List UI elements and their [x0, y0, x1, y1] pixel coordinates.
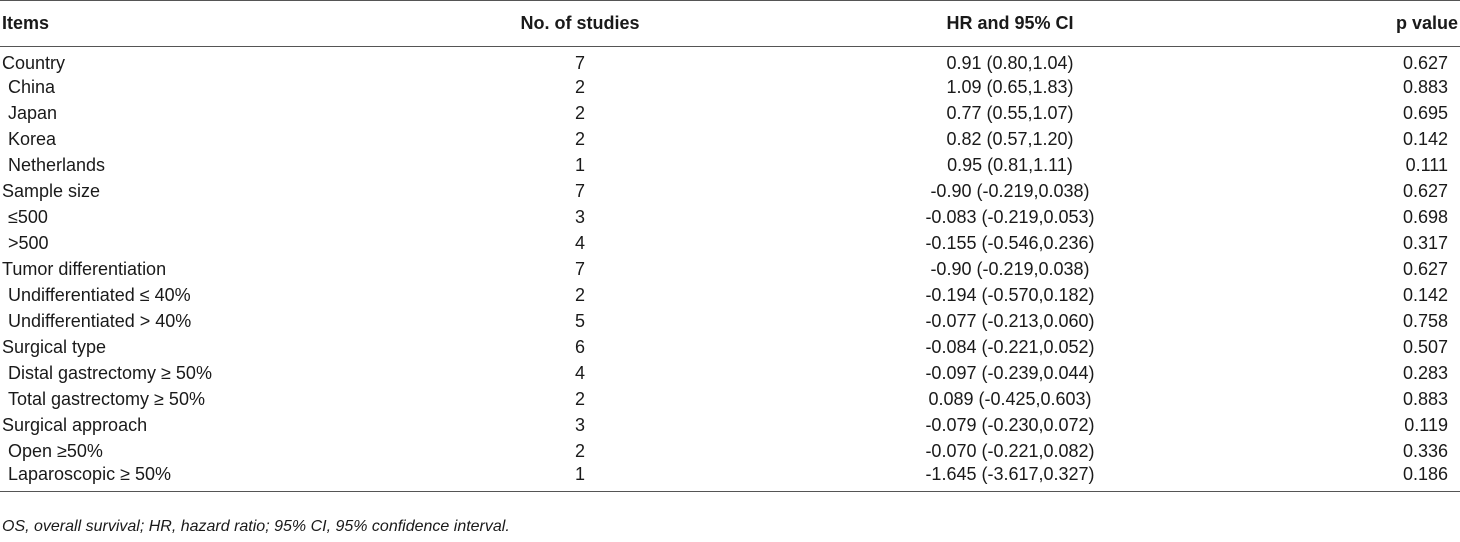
cell-p-value: 0.142	[1402, 284, 1448, 305]
cell-hr-ci: -0.155 (-0.546,0.236)	[925, 232, 1095, 253]
cell-p-value: 0.507	[1402, 336, 1448, 357]
cell-item: China	[8, 76, 56, 97]
cell-p-value: 0.758	[1402, 310, 1448, 331]
cell-hr-ci: -0.079 (-0.230,0.072)	[925, 414, 1095, 435]
cell-item: Japan	[8, 102, 58, 123]
cell-no-of-studies: 2	[574, 284, 585, 305]
cell-hr-ci: 0.089 (-0.425,0.603)	[928, 388, 1092, 409]
table-row: >500 4 -0.155 (-0.546,0.236) 0.317	[0, 230, 1460, 256]
table-row: Open ≥50% 2 -0.070 (-0.221,0.082) 0.336	[0, 438, 1460, 464]
cell-hr-ci: -0.084 (-0.221,0.052)	[925, 336, 1095, 357]
cell-p-value: 0.627	[1402, 180, 1448, 201]
table-row: ≤500 3 -0.083 (-0.219,0.053) 0.698	[0, 204, 1460, 230]
cell-no-of-studies: 3	[574, 206, 585, 227]
cell-no-of-studies: 7	[574, 258, 585, 279]
cell-hr-ci: -0.083 (-0.219,0.053)	[925, 206, 1095, 227]
table-row: Total gastrectomy ≥ 50% 2 0.089 (-0.425,0.…	[0, 386, 1460, 412]
cell-p-value: 0.627	[1402, 258, 1448, 279]
cell-no-of-studies: 2	[574, 440, 585, 461]
table-row: Sample size 7 -0.90 (-0.219,0.038) 0.627	[0, 178, 1460, 204]
cell-p-value: 0.883	[1402, 388, 1448, 409]
table-header: Items No. of studies HR and 95% CI p val…	[0, 0, 1460, 47]
table-row: Tumor differentiation 7 -0.90 (-0.219,0.03…	[0, 256, 1460, 282]
cell-hr-ci: -1.645 (-3.617,0.327)	[780, 464, 1240, 492]
cell-p-value: 0.695	[1402, 102, 1448, 123]
cell-item: >500	[8, 232, 49, 253]
cell-item: Laparoscopic ≥ 50%	[0, 464, 380, 492]
cell-no-of-studies: 4	[574, 362, 585, 383]
cell-hr-ci: 1.09 (0.65,1.83)	[946, 76, 1074, 97]
table-row: Netherlands 1 0.95 (0.81,1.11) 0.111	[0, 152, 1460, 178]
cell-item: Total gastrectomy ≥ 50%	[8, 388, 205, 409]
cell-no-of-studies: 2	[574, 76, 585, 97]
cell-p-value: 0.698	[1402, 206, 1448, 227]
cell-hr-ci: -0.070 (-0.221,0.082)	[925, 440, 1095, 461]
table-footnote: OS, overall survival; HR, hazard ratio; …	[2, 518, 510, 535]
table-row: Surgical type 6 -0.084 (-0.221,0.052) 0.507	[0, 334, 1460, 360]
table-row: Korea 2 0.82 (0.57,1.20) 0.142	[0, 126, 1460, 152]
cell-no-of-studies: 3	[574, 414, 585, 435]
cell-item: Netherlands	[8, 154, 106, 175]
cell-p-value: 0.336	[1402, 440, 1448, 461]
cell-item: Tumor differentiation	[2, 258, 167, 279]
table-row: Distal gastrectomy ≥ 50% 4 -0.097 (-0.239,…	[0, 360, 1460, 386]
cell-no-of-studies: 4	[574, 232, 585, 253]
cell-item: Korea	[8, 128, 57, 149]
cell-no-of-studies: 7	[574, 53, 585, 73]
cell-hr-ci: -0.194 (-0.570,0.182)	[925, 284, 1095, 305]
cell-p-value: 0.883	[1402, 76, 1448, 97]
cell-no-of-studies: 1	[380, 464, 780, 492]
cell-p-value: 0.111	[1405, 154, 1448, 175]
table-row: China 2 1.09 (0.65,1.83) 0.883	[0, 74, 1460, 100]
table-row: Laparoscopic ≥ 50% 1 -1.645 (-3.617,0.327)…	[0, 464, 1460, 492]
cell-item: Undifferentiated ≤ 40%	[8, 284, 191, 305]
table-row: Country 7 0.91 (0.80,1.04) 0.627	[0, 47, 1460, 75]
cell-no-of-studies: 2	[574, 128, 585, 149]
cell-item: Country	[2, 53, 66, 73]
cell-hr-ci: 0.91 (0.80,1.04)	[946, 53, 1074, 73]
header-p-value: p value	[1240, 0, 1460, 47]
table-row: Undifferentiated > 40% 5 -0.077 (-0.213,0.…	[0, 308, 1460, 334]
cell-item: ≤500	[8, 206, 48, 227]
cell-hr-ci: 0.77 (0.55,1.07)	[946, 102, 1074, 123]
subgroup-analysis-table: Items No. of studies HR and 95% CI p val…	[0, 0, 1460, 492]
table-row: Surgical approach 3 -0.079 (-0.230,0.072) 0…	[0, 412, 1460, 438]
cell-hr-ci: -0.90 (-0.219,0.038)	[930, 180, 1090, 201]
table-row: Japan 2 0.77 (0.55,1.07) 0.695	[0, 100, 1460, 126]
cell-hr-ci: -0.097 (-0.239,0.044)	[925, 362, 1095, 383]
cell-p-value: 0.627	[1402, 53, 1448, 73]
cell-p-value: 0.186	[1240, 464, 1460, 492]
cell-no-of-studies: 2	[574, 388, 585, 409]
cell-item: Undifferentiated > 40%	[8, 310, 192, 331]
cell-item: Surgical approach	[2, 414, 148, 435]
header-no-of-studies: No. of studies	[380, 0, 780, 47]
cell-p-value: 0.119	[1404, 414, 1448, 435]
header-row: Items No. of studies HR and 95% CI p val…	[0, 0, 1460, 47]
table-row: Undifferentiated ≤ 40% 2 -0.194 (-0.570,0.…	[0, 282, 1460, 308]
cell-no-of-studies: 7	[574, 180, 585, 201]
cell-hr-ci: -0.077 (-0.213,0.060)	[925, 310, 1095, 331]
cell-item: Sample size	[2, 180, 101, 201]
cell-no-of-studies: 6	[574, 336, 585, 357]
cell-no-of-studies: 1	[574, 154, 585, 175]
cell-no-of-studies: 2	[574, 102, 585, 123]
cell-item: Open ≥50%	[8, 440, 103, 461]
cell-p-value: 0.142	[1402, 128, 1448, 149]
cell-hr-ci: -0.90 (-0.219,0.038)	[930, 258, 1090, 279]
cell-no-of-studies: 5	[574, 310, 585, 331]
cell-p-value: 0.317	[1402, 232, 1448, 253]
header-hr-ci: HR and 95% CI	[780, 0, 1240, 47]
cell-item: Surgical type	[2, 336, 107, 357]
cell-hr-ci: 0.82 (0.57,1.20)	[946, 128, 1074, 149]
cell-item: Distal gastrectomy ≥ 50%	[8, 362, 212, 383]
cell-p-value: 0.283	[1402, 362, 1448, 383]
cell-hr-ci: 0.95 (0.81,1.11)	[947, 154, 1073, 175]
header-items: Items	[0, 0, 380, 47]
table-body: Country 7 0.91 (0.80,1.04) 0.627 China 2 1.09 …	[0, 47, 1460, 492]
